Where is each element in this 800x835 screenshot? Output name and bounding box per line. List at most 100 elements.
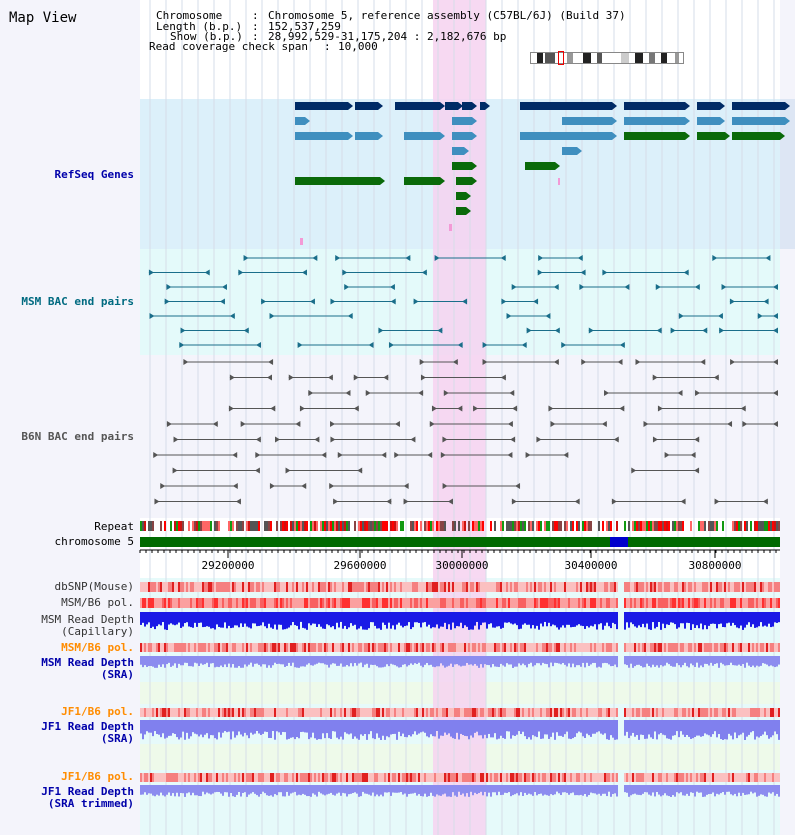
heat-cell: [664, 598, 666, 608]
jf1-trimmed-depth-bar: [564, 785, 566, 793]
heat-cell: [188, 773, 190, 782]
msm-sra-depth-bar: [478, 656, 480, 668]
heat-cell: [634, 643, 636, 652]
msm-bac-pair-end: [765, 255, 771, 261]
repeat-element: [590, 521, 592, 531]
heat-cell: [704, 643, 706, 652]
heat-cell: [498, 582, 500, 592]
chromosome-ideogram[interactable]: [530, 51, 684, 65]
msm-depth-capillary-line2: (Capillary): [61, 625, 134, 638]
msm-sra-depth-bar: [732, 656, 734, 666]
msm-bac-pair-end: [457, 342, 463, 348]
heat-cell: [558, 643, 560, 652]
heat-cell: [752, 582, 754, 592]
msm-sra-depth-bar: [320, 656, 322, 664]
jf1-trimmed-depth-bar: [560, 785, 562, 796]
heat-cell: [314, 708, 316, 717]
repeat-element: [740, 521, 742, 531]
repeat-element: [378, 521, 380, 531]
repeat-element: [340, 521, 342, 531]
msm-capillary-depth-bar: [682, 612, 684, 624]
heat-cell: [684, 582, 686, 592]
heat-cell: [720, 708, 722, 717]
msm-sra-depth-bar: [428, 656, 430, 666]
heat-cell: [300, 582, 302, 592]
msm-capillary-depth-bar: [304, 612, 306, 629]
msm-capillary-depth-bar: [338, 612, 340, 628]
heat-cell: [776, 773, 778, 782]
jf1-trimmed-depth-bar: [764, 785, 766, 797]
msm-sra-depth-bar: [248, 656, 250, 665]
jf1-trimmed-depth-bar: [734, 785, 736, 794]
heat-cell: [526, 598, 528, 608]
heat-cell: [584, 598, 586, 608]
heat-cell: [482, 708, 484, 717]
jf1-trimmed-depth-bar: [404, 785, 406, 794]
heat-cell: [394, 708, 396, 717]
heat-cell: [274, 582, 276, 592]
jf1-sra-depth-bar: [266, 720, 268, 732]
heat-cell: [240, 582, 242, 592]
track-label-refseq[interactable]: RefSeq Genes: [54, 168, 134, 181]
heat-cell: [404, 643, 406, 652]
heat-cell: [716, 643, 718, 652]
track-label-b6n-bac[interactable]: B6N BAC end pairs: [21, 430, 134, 443]
jf1-sra-depth-bar: [636, 720, 638, 736]
heat-cell: [150, 708, 152, 717]
msm-sra-depth-bar: [596, 656, 598, 668]
msm-capillary-depth-bar: [538, 612, 540, 630]
jf1-trimmed-depth-bar: [752, 785, 754, 794]
jf1-trimmed-depth-bar: [586, 785, 588, 797]
heat-cell: [332, 582, 334, 592]
msm-capillary-depth-bar: [498, 612, 500, 627]
jf1-trimmed-depth-bar: [510, 785, 512, 797]
jf1-sra-depth-bar: [466, 720, 468, 737]
heat-cell: [218, 598, 220, 608]
msm-bac-pair-end: [179, 342, 185, 348]
heat-cell: [246, 708, 248, 717]
heat-cell: [640, 773, 642, 782]
jf1-sra-depth-bar: [698, 720, 700, 736]
msm-capillary-depth-bar: [248, 612, 250, 628]
b6n-bac-pair-end: [353, 405, 359, 412]
msm-bac-pair-end: [243, 327, 249, 334]
heat-cell: [304, 643, 306, 652]
msm-sra-depth-bar: [392, 656, 394, 665]
repeat-element: [606, 521, 608, 531]
heat-cell: [718, 773, 720, 782]
heat-cell: [602, 582, 604, 592]
jf1-sra-depth-bar: [730, 720, 732, 736]
msm-capillary-depth-bar: [752, 612, 754, 625]
b6n-bac-pair-end: [410, 436, 416, 443]
msm-capillary-depth-bar: [384, 612, 386, 625]
msm-sra-depth-bar: [764, 656, 766, 664]
repeat-element: [572, 521, 574, 531]
jf1-trimmed-depth-bar: [570, 785, 572, 794]
heat-cell: [508, 643, 510, 652]
track-label-msm-bac[interactable]: MSM BAC end pairs: [21, 295, 134, 308]
msm-capillary-depth-bar: [596, 612, 598, 630]
heat-cell: [472, 598, 474, 608]
heat-cell: [338, 643, 340, 652]
msm-capillary-depth-bar: [656, 612, 658, 627]
msm-capillary-depth-bar: [242, 612, 244, 627]
heat-cell: [172, 582, 174, 592]
heat-cell: [232, 643, 234, 652]
heat-cell: [238, 643, 240, 652]
heat-cell: [596, 582, 598, 592]
heat-cell: [570, 773, 572, 782]
msm-capillary-depth-bar: [432, 612, 434, 628]
jf1-sra-depth-bar: [194, 720, 196, 734]
jf1-sra-depth-bar: [190, 720, 192, 737]
b6n-bac-pair-end: [695, 390, 701, 396]
msm-sra-depth-bar: [684, 656, 686, 663]
jf1-sra-depth-bar: [218, 720, 220, 733]
jf1-sra-depth-bar: [214, 720, 216, 739]
gene-strand-arrow: [378, 102, 383, 110]
heat-cell: [578, 708, 580, 717]
jf1-sra-depth-bar: [310, 720, 312, 738]
heat-cell: [258, 708, 260, 717]
heat-cell: [586, 598, 588, 608]
heat-cell: [390, 643, 392, 652]
